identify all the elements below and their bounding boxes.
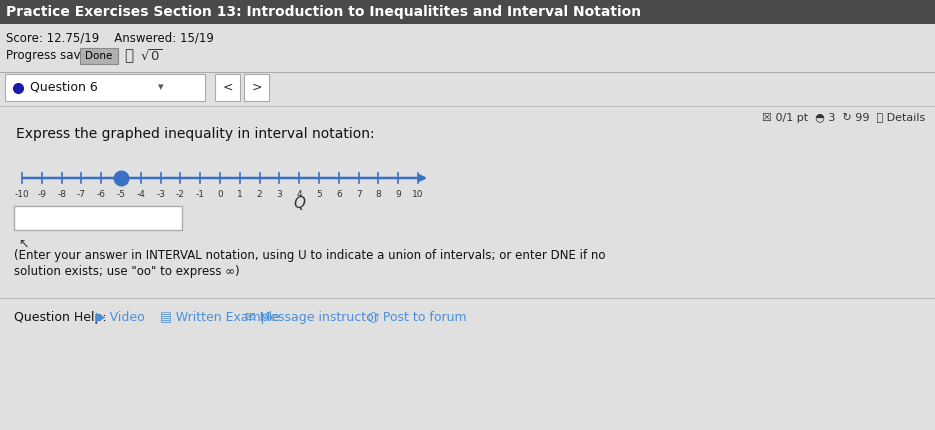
Text: -2: -2 bbox=[176, 190, 185, 199]
Text: 8: 8 bbox=[376, 190, 381, 199]
Text: 1: 1 bbox=[237, 190, 243, 199]
Text: Question Help:: Question Help: bbox=[14, 310, 107, 323]
Bar bbox=[215, 74, 240, 101]
Text: ⎙: ⎙ bbox=[124, 49, 133, 64]
Text: 4: 4 bbox=[296, 190, 302, 199]
Text: 3: 3 bbox=[277, 190, 282, 199]
Text: Done: Done bbox=[85, 51, 113, 61]
Text: <: < bbox=[223, 81, 233, 94]
Text: ○ Post to forum: ○ Post to forum bbox=[368, 310, 467, 323]
Text: 10: 10 bbox=[412, 190, 424, 199]
Text: -5: -5 bbox=[117, 190, 125, 199]
Text: 0: 0 bbox=[217, 190, 223, 199]
Text: -3: -3 bbox=[156, 190, 165, 199]
Text: (Enter your answer in INTERVAL notation, using U to indicate a union of interval: (Enter your answer in INTERVAL notation,… bbox=[14, 249, 606, 261]
Text: $\sqrt{0}$: $\sqrt{0}$ bbox=[140, 49, 162, 64]
Text: -4: -4 bbox=[137, 190, 145, 199]
Text: -9: -9 bbox=[37, 190, 47, 199]
Text: -8: -8 bbox=[57, 190, 66, 199]
Text: Practice Exercises Section 13: Introduction to Inequalitites and Interval Notati: Practice Exercises Section 13: Introduct… bbox=[6, 5, 641, 19]
Text: ▾: ▾ bbox=[158, 83, 164, 92]
Text: ▤ Written Example: ▤ Written Example bbox=[160, 310, 280, 323]
Text: ✉ Message instructor: ✉ Message instructor bbox=[245, 310, 379, 323]
Text: -10: -10 bbox=[15, 190, 29, 199]
Text: ☒ 0/1 pt  ◓ 3  ↻ 99  ⓘ Details: ☒ 0/1 pt ◓ 3 ↻ 99 ⓘ Details bbox=[762, 113, 925, 123]
Text: Q: Q bbox=[294, 196, 305, 211]
Text: Score: 12.75/19    Answered: 15/19: Score: 12.75/19 Answered: 15/19 bbox=[6, 31, 214, 44]
Text: ▶ Video: ▶ Video bbox=[96, 310, 145, 323]
Text: solution exists; use "oo" to express ∞): solution exists; use "oo" to express ∞) bbox=[14, 264, 239, 277]
Text: 9: 9 bbox=[396, 190, 401, 199]
Text: -1: -1 bbox=[195, 190, 205, 199]
Text: 2: 2 bbox=[257, 190, 263, 199]
Text: 5: 5 bbox=[316, 190, 322, 199]
Text: Question 6: Question 6 bbox=[30, 81, 98, 94]
Bar bbox=[0, 0, 935, 24]
Text: -7: -7 bbox=[77, 190, 86, 199]
Text: >: > bbox=[252, 81, 262, 94]
Text: Express the graphed inequality in interval notation:: Express the graphed inequality in interv… bbox=[16, 127, 375, 141]
Bar bbox=[80, 48, 118, 64]
Text: 6: 6 bbox=[336, 190, 341, 199]
Text: 7: 7 bbox=[355, 190, 362, 199]
Text: ↖: ↖ bbox=[18, 237, 28, 251]
Bar bbox=[14, 206, 182, 230]
Bar bbox=[5, 74, 205, 101]
Text: -6: -6 bbox=[96, 190, 106, 199]
Bar bbox=[244, 74, 269, 101]
Text: Progress saved: Progress saved bbox=[6, 49, 95, 62]
